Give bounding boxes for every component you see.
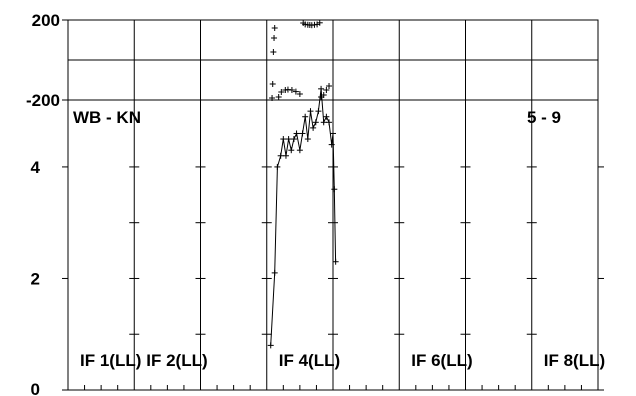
amplitude-point: [304, 136, 311, 143]
phase-point: [323, 87, 330, 93]
amplitude-point: [271, 269, 278, 276]
phase-point: [275, 94, 282, 100]
amplitude-point: [282, 152, 289, 159]
amplitude-point: [312, 119, 319, 126]
baseline-label: WB - KN: [73, 108, 141, 127]
phase-point: [292, 88, 299, 95]
phase-point: [270, 49, 277, 55]
amplitude-point: [323, 113, 330, 120]
phase-point: [288, 87, 295, 93]
amplitude-tick-label: 2: [31, 269, 40, 288]
amplitude-point: [274, 163, 281, 170]
amplitude-point: [299, 130, 306, 137]
amplitude-point: [315, 108, 322, 115]
amplitude-point: [280, 136, 287, 143]
phase-tick-label: -200: [26, 91, 60, 110]
phase-point: [269, 81, 276, 87]
amplitude-point: [326, 119, 333, 126]
amplitude-point: [288, 147, 295, 154]
phase-point: [271, 35, 278, 41]
phase-point: [278, 89, 285, 95]
amplitude-point: [318, 85, 325, 92]
amplitude-point: [267, 342, 274, 349]
if-label: IF 8(LL): [544, 351, 605, 370]
if-label: IF 4(LL): [279, 351, 340, 370]
amplitude-point: [320, 119, 327, 126]
phase-point: [271, 25, 278, 31]
amplitude-series-line: [270, 88, 337, 346]
amplitude-point: [330, 130, 336, 137]
if-label: IF 1(LL): [80, 351, 141, 370]
phase-point: [296, 91, 303, 97]
if-label: IF 6(LL): [411, 351, 472, 370]
phase-panel: [62, 19, 599, 101]
amplitude-point: [296, 147, 303, 154]
phase-point: [326, 83, 333, 89]
amplitude-point: [285, 136, 292, 143]
amplitude-point: [328, 141, 335, 148]
amplitude-tick-label: 4: [31, 158, 41, 177]
amplitude-tick-label: 0: [31, 380, 40, 396]
amplitude-point: [332, 258, 339, 265]
if-label: IF 2(LL): [146, 351, 207, 370]
amplitude-point: [307, 108, 314, 115]
chart-labels: 200 -200 4 2 0 WB - KN 5 - 9 IF 1(LL) IF 2(LL) IF…: [26, 11, 605, 396]
amplitude-panel: [62, 85, 604, 391]
amplitude-point: [293, 130, 300, 137]
amplitude-point: [277, 152, 284, 159]
amplitude-point: [302, 113, 309, 120]
phase-tick-label: 200: [32, 11, 60, 30]
phase-point: [316, 19, 323, 26]
amplitude-point: [331, 186, 338, 193]
amplitude-point: [310, 124, 317, 131]
time-label: 5 - 9: [527, 108, 561, 127]
amplitude-point: [290, 136, 297, 143]
